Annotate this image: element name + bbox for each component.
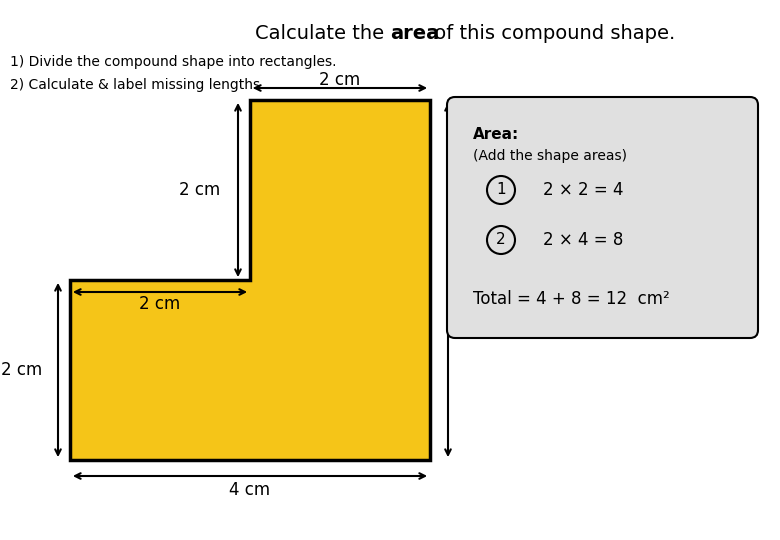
Text: 2: 2: [496, 233, 505, 247]
Text: 2 × 2 = 4: 2 × 2 = 4: [543, 181, 623, 199]
Text: 2 cm: 2 cm: [179, 181, 220, 199]
Text: (Add the shape areas): (Add the shape areas): [473, 149, 627, 163]
Polygon shape: [70, 100, 430, 460]
Text: 2 × 4 = 8: 2 × 4 = 8: [543, 231, 623, 249]
Text: 4 cm: 4 cm: [466, 271, 507, 289]
FancyBboxPatch shape: [447, 97, 758, 338]
Text: 2) Calculate & label missing lengths.: 2) Calculate & label missing lengths.: [10, 78, 264, 92]
Text: 1: 1: [496, 183, 505, 198]
Text: 2 cm: 2 cm: [319, 71, 360, 89]
Text: 2 cm: 2 cm: [1, 361, 42, 379]
Text: 1) Divide the compound shape into rectangles.: 1) Divide the compound shape into rectan…: [10, 55, 336, 69]
Text: Calculate the: Calculate the: [254, 24, 390, 43]
Text: of this compound shape.: of this compound shape.: [428, 24, 675, 43]
Text: area: area: [390, 24, 439, 43]
Text: Area:: Area:: [473, 127, 519, 142]
Text: Total = 4 + 8 = 12  cm²: Total = 4 + 8 = 12 cm²: [473, 290, 670, 308]
Text: 4 cm: 4 cm: [229, 481, 271, 499]
Text: 2 cm: 2 cm: [140, 295, 181, 313]
